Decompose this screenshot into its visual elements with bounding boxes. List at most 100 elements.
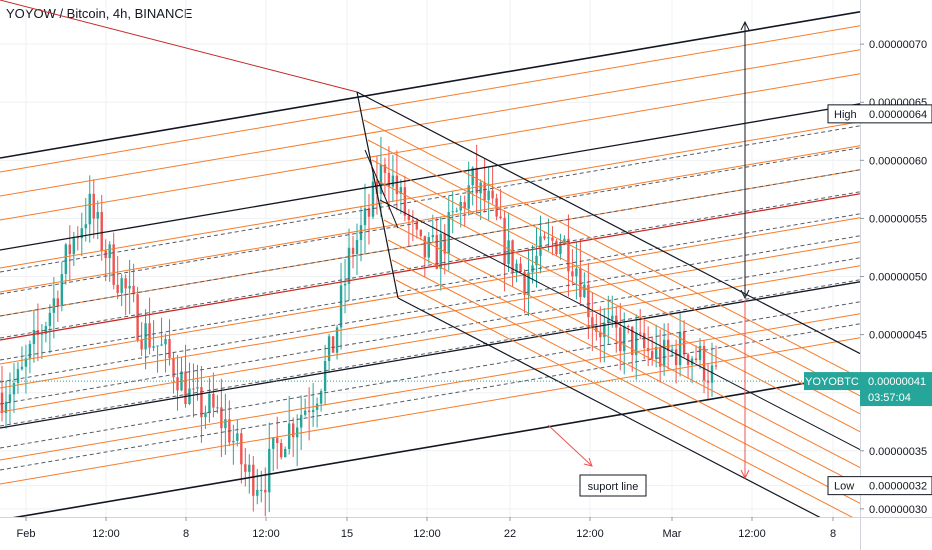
- high-value: 0.00000064: [869, 109, 927, 121]
- candle-body: [164, 339, 167, 345]
- candle-body: [355, 240, 359, 254]
- candle-body: [455, 210, 458, 212]
- candle-body: [503, 217, 506, 264]
- candle-body: [287, 423, 291, 449]
- candle-body: [52, 298, 56, 313]
- candle-body: [710, 365, 714, 383]
- candle-body: [172, 357, 175, 378]
- high-label: High: [834, 109, 857, 121]
- candle-body: [40, 333, 44, 335]
- candle-body: [315, 403, 319, 410]
- candle-body: [140, 340, 143, 350]
- candle-body: [674, 349, 678, 366]
- chart-title: YOYOW / Bitcoin, 4h, BINANCE: [6, 6, 193, 21]
- candle-body: [443, 233, 446, 254]
- pitchfork-inner-line: [395, 279, 853, 517]
- candle-body: [650, 351, 654, 359]
- candle-body: [686, 354, 690, 365]
- candle-body: [483, 182, 486, 201]
- candle-body: [240, 433, 243, 465]
- candle-body: [48, 312, 52, 327]
- candle-body: [702, 345, 706, 381]
- channel-dashed-line: [0, 301, 860, 449]
- candle-body: [535, 255, 538, 266]
- candle-body: [371, 181, 375, 217]
- candle-body: [587, 284, 590, 318]
- candle-body: [204, 412, 207, 418]
- x-tick-label: 12:00: [252, 528, 280, 540]
- candle-body: [487, 190, 490, 201]
- annotation-label: suport line: [588, 481, 639, 493]
- channel-dashed-line: [0, 257, 860, 405]
- candle-body: [323, 361, 327, 392]
- candle-body: [335, 327, 339, 353]
- trend-line-red: [0, 0, 358, 93]
- candle-body: [419, 229, 423, 237]
- candle-body: [92, 193, 95, 219]
- grid: [0, 0, 860, 517]
- candle-body: [56, 298, 60, 306]
- candle-body: [236, 433, 239, 441]
- candle-body: [96, 212, 99, 219]
- channel-dashed-line: [0, 213, 860, 361]
- candle-body: [319, 391, 323, 404]
- channel-orange-line: [0, 145, 860, 293]
- candle-body: [635, 332, 638, 355]
- price-axis: 0.000000300.000000320.000000350.00000040…: [860, 0, 932, 550]
- channel-dashed-line: [0, 279, 860, 427]
- candle-body: [303, 410, 307, 415]
- y-tick-label: 0.00000055: [869, 213, 927, 225]
- last-price-value: 0.00000041: [868, 376, 926, 388]
- candle-body: [68, 244, 72, 255]
- channel-orange-line: [0, 265, 860, 413]
- low-badge-box: [827, 476, 932, 496]
- candle-body: [599, 331, 602, 338]
- x-tick-label: 15: [341, 528, 353, 540]
- candle-body: [527, 272, 530, 295]
- candle-body: [678, 331, 682, 366]
- candle-body: [72, 236, 75, 255]
- arrow-head-up-icon: [740, 20, 750, 31]
- pitchfork-lower-line: [397, 297, 821, 517]
- channel-orange-line: [0, 49, 860, 197]
- candle-body: [523, 272, 526, 295]
- candle-body: [36, 330, 40, 335]
- candle-body: [579, 268, 582, 298]
- candle-body: [299, 414, 303, 428]
- candle-body: [595, 327, 598, 332]
- candle-body: [284, 448, 287, 458]
- candle-body: [84, 224, 87, 229]
- arrow-head-icon: [583, 457, 593, 467]
- channel-dashed-line: [0, 235, 860, 383]
- candle-body: [248, 464, 251, 472]
- y-tick-label: 0.00000035: [869, 446, 927, 458]
- candle-body: [423, 236, 427, 258]
- y-tick-label: 0.00000060: [869, 155, 927, 167]
- channel-mid-upper-line: [0, 103, 860, 251]
- channel-mid-lower-line: [0, 281, 860, 429]
- candle-body: [244, 464, 247, 472]
- candle-body: [152, 346, 155, 348]
- candle-body: [391, 175, 395, 187]
- channel-dashed-line: [0, 147, 860, 295]
- candle-body: [12, 382, 16, 395]
- channel-dashed-line: [0, 191, 860, 339]
- candle-body: [643, 333, 646, 349]
- candle-body: [311, 409, 315, 413]
- y-tick-label: 0.00000070: [869, 39, 927, 51]
- candle-body: [100, 212, 103, 251]
- candle-body: [379, 164, 383, 194]
- candle-body: [559, 243, 562, 255]
- candle-body: [511, 240, 514, 273]
- pitchfork-inner-line: [363, 119, 860, 379]
- candles: [0, 136, 718, 517]
- candle-body: [144, 323, 147, 350]
- candle-body: [176, 377, 179, 391]
- channel-orange-line: [0, 121, 860, 269]
- y-tick-label: 0.00000030: [869, 504, 927, 516]
- candle-body: [583, 284, 586, 298]
- pitchfork-inner-line: [367, 139, 860, 397]
- candle-body: [76, 236, 79, 239]
- arrow-head-down-icon: [740, 289, 750, 300]
